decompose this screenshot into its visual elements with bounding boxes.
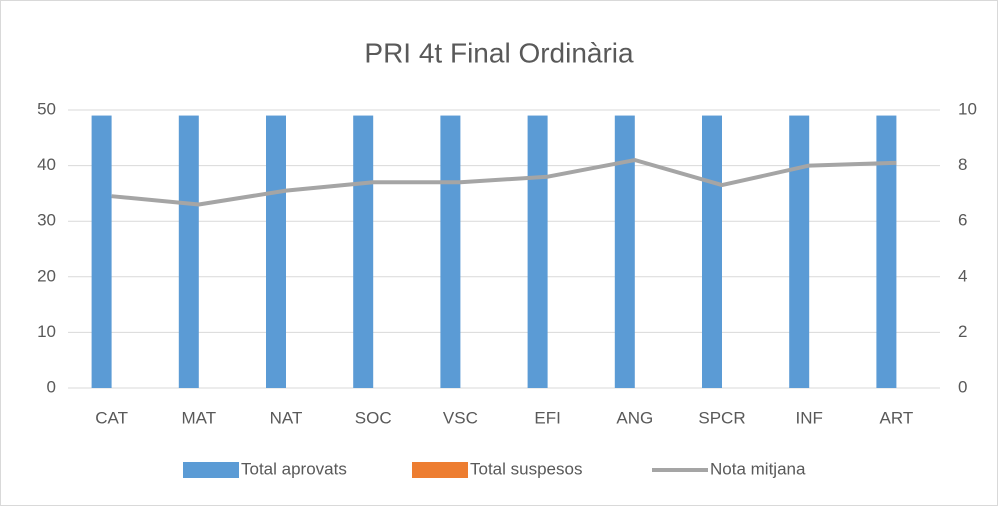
y-tick-label: 30: [37, 211, 56, 230]
y2-tick-label: 2: [958, 322, 967, 341]
y-tick-label: 40: [37, 155, 56, 174]
legend-swatch: [183, 462, 239, 478]
y2-tick-label: 4: [958, 266, 967, 285]
x-tick-label: CAT: [95, 408, 128, 427]
x-tick-label: VSC: [443, 408, 478, 427]
x-tick-label: NAT: [270, 408, 303, 427]
x-tick-label: ANG: [616, 408, 653, 427]
chart-title: PRI 4t Final Ordinària: [364, 37, 634, 68]
x-tick-label: SOC: [355, 408, 392, 427]
x-tick-label: MAT: [181, 408, 216, 427]
y-tick-label: 50: [37, 99, 56, 118]
x-tick-label: EFI: [534, 408, 560, 427]
bar: [91, 115, 112, 388]
y-tick-label: 20: [37, 266, 56, 285]
legend-swatch: [412, 462, 468, 478]
x-tick-label: INF: [796, 408, 823, 427]
y2-tick-label: 10: [958, 99, 977, 118]
x-tick-label: ART: [880, 408, 914, 427]
line-series: [111, 158, 897, 207]
bar: [353, 115, 374, 388]
x-tick-label: SPCR: [698, 408, 745, 427]
legend-label: Total aprovats: [241, 459, 347, 478]
y-tick-label: 10: [37, 322, 56, 341]
y2-tick-label: 8: [958, 155, 967, 174]
legend-label: Nota mitjana: [710, 459, 806, 478]
bar: [876, 115, 897, 388]
bar: [789, 115, 810, 388]
bar: [702, 115, 722, 388]
legend-label: Total suspesos: [470, 459, 582, 478]
bar: [527, 115, 548, 388]
y2-tick-label: 6: [958, 211, 967, 230]
y-tick-label: 0: [47, 377, 56, 396]
bar: [614, 115, 635, 388]
bar: [440, 115, 461, 388]
bar: [178, 115, 199, 388]
y2-tick-label: 0: [958, 377, 967, 396]
bar: [266, 115, 286, 388]
